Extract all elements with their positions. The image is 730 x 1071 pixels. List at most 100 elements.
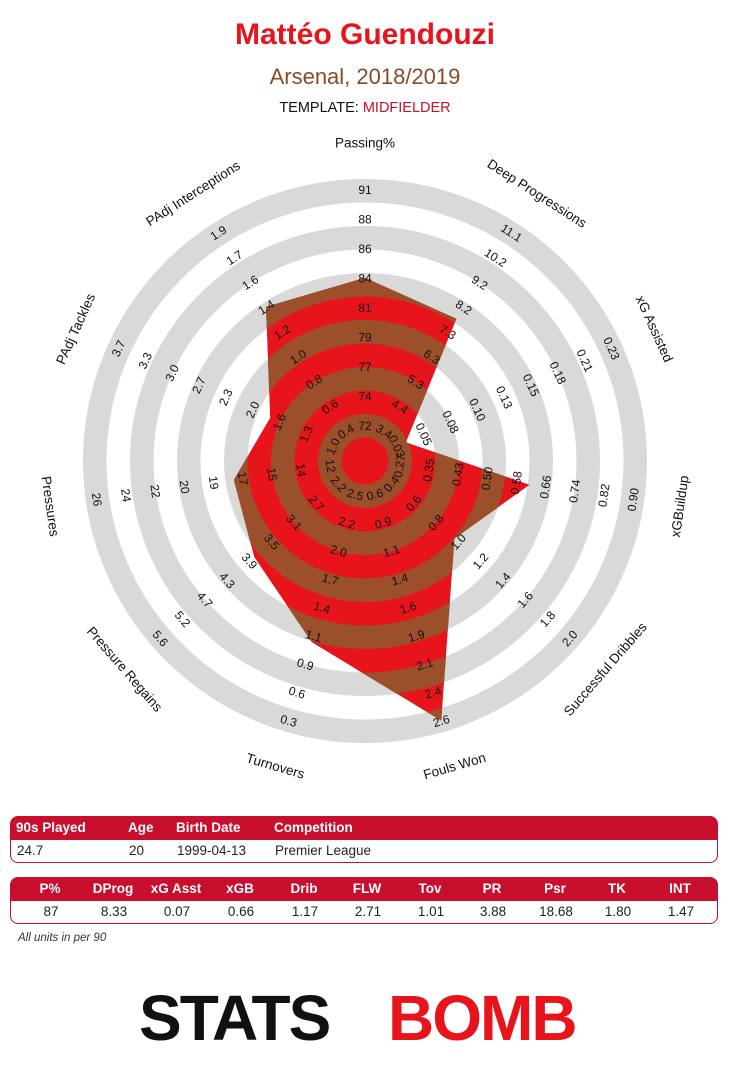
radar-chart: 727477798184868891Passing%3.44.45.36.37.… xyxy=(38,136,692,783)
metric-label: Fouls Won xyxy=(422,750,488,783)
tick-label: 15 xyxy=(264,467,280,483)
info-header-cell: Competition xyxy=(274,820,353,835)
tick-label: 20 xyxy=(177,479,193,495)
statsbomb-logo: STATS BOMB xyxy=(139,982,578,1052)
tick-label: 77 xyxy=(358,360,372,374)
tick-label: 0.74 xyxy=(566,478,583,503)
template-label: TEMPLATE: xyxy=(279,100,359,116)
stats-value-cell: 0.66 xyxy=(227,904,255,919)
grid-ring xyxy=(130,226,600,696)
stats-header-cell: P% xyxy=(39,881,61,896)
template-line: TEMPLATE: MIDFIELDER xyxy=(0,100,730,116)
tick-label: 0.43 xyxy=(449,461,466,486)
stats-table: P% DProg xG Asst xGB Drib FLW Tov PR Psr… xyxy=(10,877,718,924)
tick-label: 0.6 xyxy=(287,684,307,702)
tick-label: 26 xyxy=(89,492,105,508)
tick-label: 17 xyxy=(235,471,251,487)
tick-label: 3.3 xyxy=(135,350,155,371)
tick-label: 1.9 xyxy=(406,627,426,645)
tick-label: 2.3 xyxy=(216,387,236,408)
tick-label: 79 xyxy=(358,331,372,345)
tick-label: 0.82 xyxy=(595,482,612,507)
stats-value-cell: 3.88 xyxy=(479,904,507,919)
tick-label: 2.4 xyxy=(423,684,443,702)
tick-label: 2.0 xyxy=(329,542,349,560)
polygon-band xyxy=(318,414,412,508)
stats-header-cell: PR xyxy=(482,881,502,896)
info-value-cell: 24.7 xyxy=(17,843,44,858)
tick-label: 3.7 xyxy=(109,338,129,359)
stats-header-cell: INT xyxy=(669,881,691,896)
logo-text-stats: STATS xyxy=(139,982,330,1052)
stats-header-cell: DProg xyxy=(92,881,134,896)
tick-label: 0.58 xyxy=(508,470,525,495)
tick-label: 3.0 xyxy=(162,362,182,383)
tick-label: 14 xyxy=(293,463,309,479)
tick-label: 1.4 xyxy=(312,599,332,617)
tick-label: 0.3 xyxy=(279,712,299,730)
grid-ring xyxy=(83,179,647,743)
stats-value-cell: 87 xyxy=(43,904,59,919)
stats-header-cell: xG Asst xyxy=(150,881,202,896)
stats-header-cell: FLW xyxy=(352,881,382,896)
tick-label: 22 xyxy=(147,484,163,500)
info-value-cell: Premier League xyxy=(275,843,372,858)
tick-label: 0.27 xyxy=(391,453,408,478)
metric-label: Turnovers xyxy=(244,750,306,781)
info-table-header: 90s Played Age Birth Date Competition xyxy=(10,816,718,840)
stats-header-cell: Psr xyxy=(544,881,566,896)
metric-label: xGBuildup xyxy=(668,474,692,538)
tick-label: 2.1 xyxy=(415,655,435,673)
polygon-band xyxy=(233,277,530,649)
tick-label: 86 xyxy=(358,242,372,256)
tick-label: 0.13 xyxy=(493,384,516,411)
polygon-band xyxy=(271,367,459,555)
stats-value-cell: 18.68 xyxy=(539,904,573,919)
tick-label: 72 xyxy=(358,419,372,433)
tick-label: 0.6 xyxy=(365,485,385,503)
tick-label: 0.9 xyxy=(373,514,393,532)
metric-label: PAdj Tackles xyxy=(53,291,98,367)
tick-label: 1.1 xyxy=(382,542,402,560)
tick-label: 2.0 xyxy=(243,399,263,420)
tick-label: 1.1 xyxy=(304,627,324,645)
tick-label: 81 xyxy=(358,301,372,315)
stats-value-cell: 1.47 xyxy=(667,904,695,919)
stats-value-cell: 0.07 xyxy=(163,904,191,919)
tick-label: 2.2 xyxy=(337,514,357,532)
stats-value-cell: 1.17 xyxy=(291,904,319,919)
tick-label: 0.66 xyxy=(537,474,554,499)
tick-label: 84 xyxy=(358,272,372,286)
tick-label: 1.6 xyxy=(398,599,418,617)
info-value-cell: 1999-04-13 xyxy=(177,843,247,858)
tick-label: 0.90 xyxy=(625,487,642,512)
metric-label: xG Assisted xyxy=(633,293,676,364)
stats-header-cell: xGB xyxy=(226,881,254,896)
stats-table-header: P% DProg xG Asst xGB Drib FLW Tov PR Psr… xyxy=(10,877,718,901)
tick-label: 1.0 xyxy=(323,436,343,457)
info-header-cell: Birth Date xyxy=(176,820,241,835)
stats-value-cell: 8.33 xyxy=(100,904,128,919)
stats-value-cell: 2.71 xyxy=(354,904,382,919)
logo-text-bomb: BOMB xyxy=(388,982,576,1052)
stats-header-cell: TK xyxy=(608,881,626,896)
tick-label: 12 xyxy=(323,458,339,474)
tick-label: 74 xyxy=(358,390,372,404)
stats-header-cell: Tov xyxy=(418,881,442,896)
info-table-row: 24.7 20 1999-04-13 Premier League xyxy=(10,840,718,863)
template-value: MIDFIELDER xyxy=(362,100,451,116)
units-footnote: All units in per 90 xyxy=(18,932,107,944)
tick-label: 2.5 xyxy=(345,486,365,504)
info-value-cell: 20 xyxy=(129,843,145,858)
tick-label: 0.35 xyxy=(420,457,437,482)
tick-label: 1.4 xyxy=(390,570,410,588)
info-table: 90s Played Age Birth Date Competition 24… xyxy=(10,816,718,863)
info-header-cell: 90s Played xyxy=(16,820,86,835)
tick-label: 19 xyxy=(206,475,222,491)
team-season: Arsenal, 2018/2019 xyxy=(269,64,461,89)
stats-value-cell: 1.80 xyxy=(604,904,632,919)
tick-label: 24 xyxy=(118,488,134,504)
tick-label: 91 xyxy=(358,183,372,197)
tick-label: 1.3 xyxy=(296,423,316,444)
player-name: Mattéo Guendouzi xyxy=(235,18,495,51)
